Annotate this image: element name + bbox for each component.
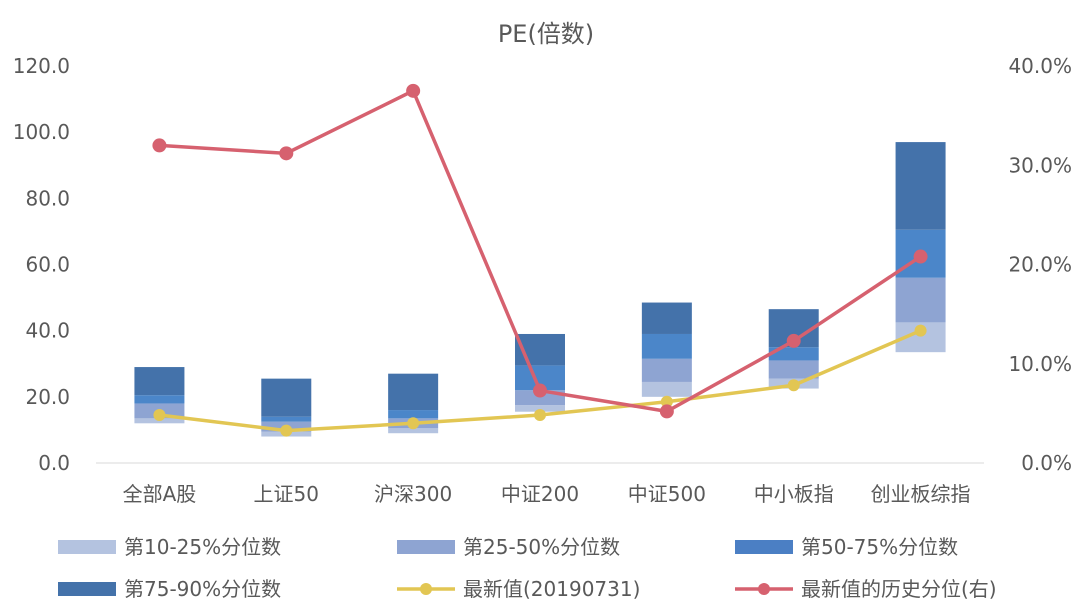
y-right-tick-label: 0.0%	[1021, 451, 1072, 475]
legend-label: 最新值的历史分位(右)	[801, 577, 997, 601]
latest-value-point	[660, 395, 673, 408]
y-left-tick-label: 40.0	[25, 319, 70, 343]
y-left-tick-label: 0.0	[38, 451, 70, 475]
y-right-tick-label: 30.0%	[1008, 153, 1072, 177]
y-left-tick-label: 60.0	[25, 253, 70, 277]
legend-label: 第10-25%分位数	[124, 535, 281, 559]
bar-segment-p10-25	[388, 428, 439, 434]
latest-value-point	[153, 409, 166, 422]
bar-segment-p75-90	[895, 142, 946, 230]
bar-segment-p75-90	[388, 373, 439, 411]
bar-segment-p50-75	[388, 410, 439, 419]
bar-segment-p25-50	[895, 277, 946, 323]
bar-segment-p75-90	[641, 302, 692, 334]
historical-percentile-point	[659, 404, 674, 419]
y-right-tick-label: 20.0%	[1008, 253, 1072, 277]
y-left-tick-label: 20.0	[25, 385, 70, 409]
bar-segment-p75-90	[134, 367, 185, 396]
x-category-label: 中小板指	[754, 482, 834, 506]
latest-value-point	[407, 417, 420, 430]
bar-segment-p50-75	[134, 395, 185, 404]
legend-label: 最新值(20190731)	[463, 577, 640, 601]
legend-label: 第75-90%分位数	[124, 577, 281, 601]
bar-segment-p25-50	[641, 358, 692, 382]
bar-segment-p25-50	[768, 360, 819, 379]
latest-value-point	[787, 379, 800, 392]
y-left-tick-label: 120.0	[13, 54, 70, 78]
x-category-label: 中证500	[628, 482, 706, 506]
y-left-tick-label: 80.0	[25, 186, 70, 210]
historical-percentile-point	[533, 383, 547, 398]
y-right-tick-label: 40.0%	[1008, 54, 1072, 78]
latest-value-point	[534, 409, 546, 422]
chart-title: PE(倍数)	[498, 20, 594, 48]
x-category-label: 上证50	[254, 482, 319, 506]
legend-label: 第25-50%分位数	[463, 535, 620, 559]
bar-segment-p50-75	[641, 333, 692, 359]
y-right-tick-label: 10.0%	[1008, 352, 1072, 376]
legend-swatch	[735, 540, 793, 554]
legend-swatch	[58, 582, 116, 596]
x-category-label: 沪深300	[374, 482, 452, 506]
legend-swatch	[58, 540, 116, 554]
historical-percentile-point	[786, 333, 801, 348]
bar-segment-p10-25	[641, 381, 692, 397]
bar-segment-p10-25	[515, 405, 565, 412]
bar-segment-p75-90	[261, 378, 312, 417]
historical-percentile-point	[913, 249, 928, 264]
x-category-label: 中证200	[501, 482, 579, 506]
latest-value-point	[914, 324, 927, 337]
x-category-label: 创业板综指	[871, 482, 971, 506]
historical-percentile-point	[279, 146, 294, 161]
historical-percentile-point	[406, 83, 421, 98]
x-category-label: 全部A股	[123, 482, 197, 506]
legend-label: 第50-75%分位数	[801, 535, 958, 559]
bar-segment-p50-75	[768, 347, 819, 361]
y-left-tick-label: 100.0	[13, 120, 70, 144]
legend-swatch	[397, 540, 455, 554]
legend-marker	[758, 583, 770, 595]
latest-value-point	[280, 424, 293, 437]
historical-percentile-point	[152, 138, 167, 153]
legend-marker	[420, 583, 432, 595]
bar-segment-p50-75	[261, 416, 312, 422]
